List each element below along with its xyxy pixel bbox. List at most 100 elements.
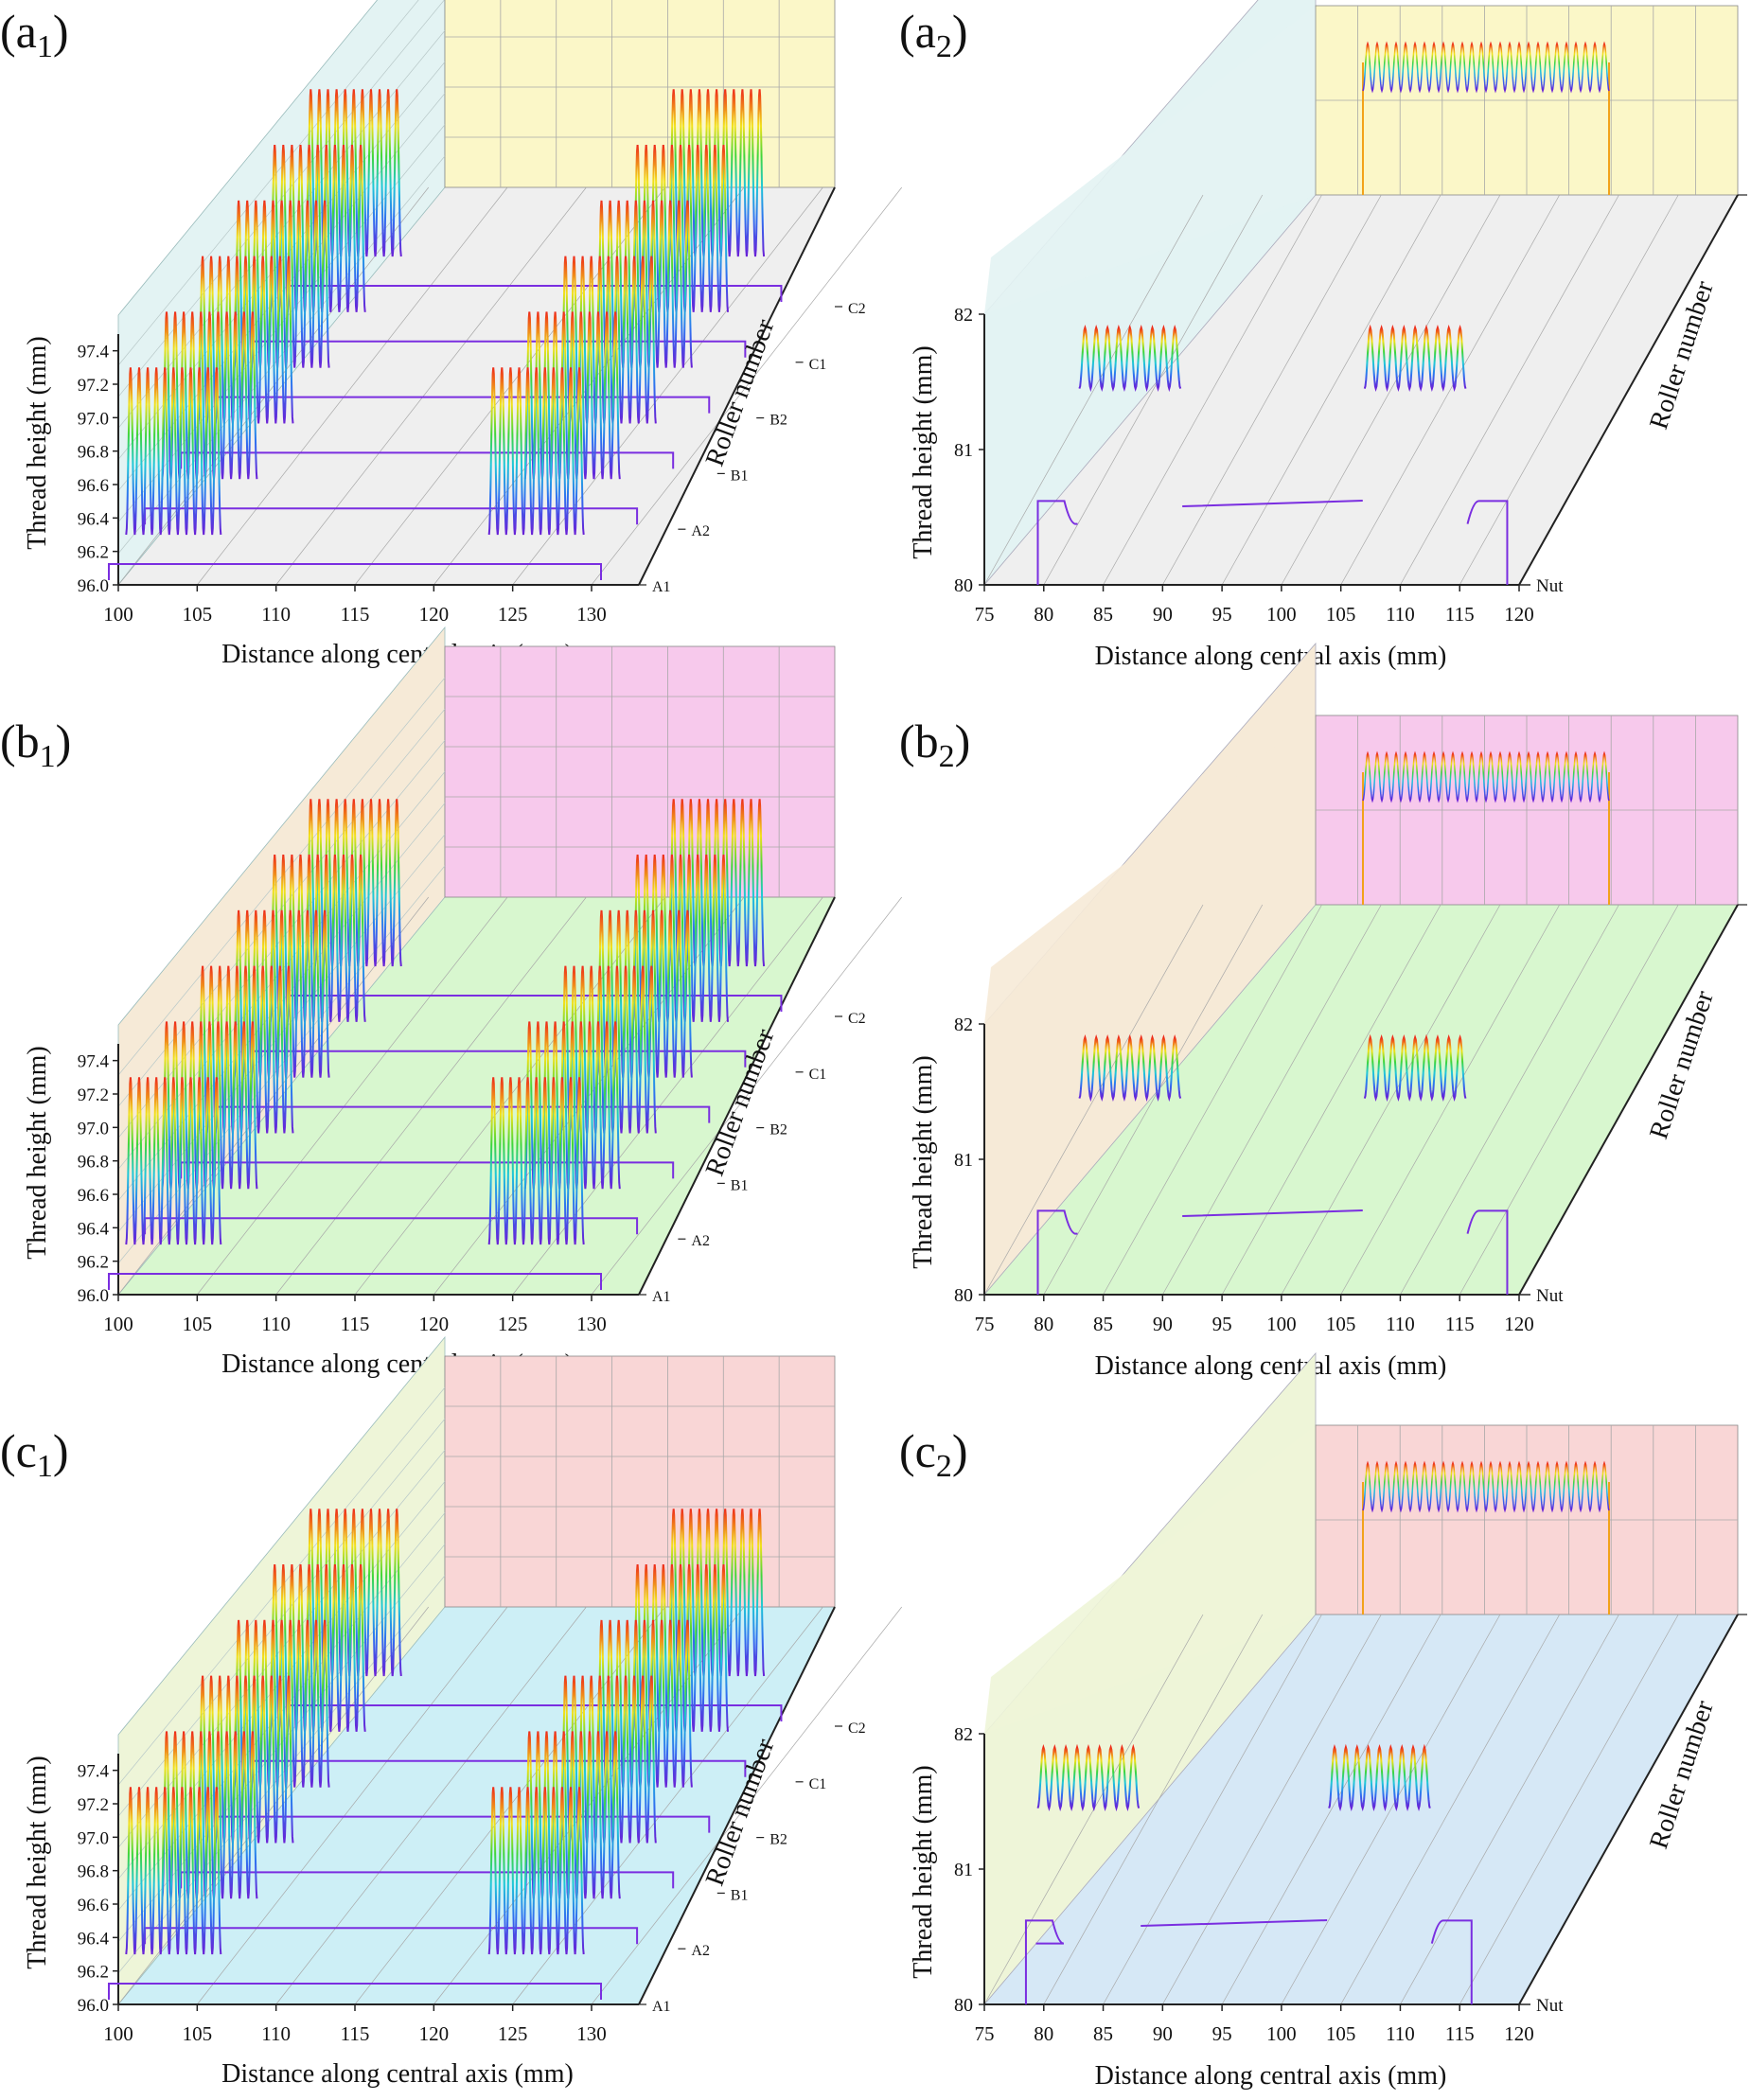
chart-a2: 8081827580859095100105110115120NutScrewD… xyxy=(899,0,1747,671)
z-tick-label: C2 xyxy=(848,1721,866,1737)
y-tick-label: 82 xyxy=(954,1015,973,1035)
series-thread-2 xyxy=(595,1619,693,1788)
z-tick-label: B1 xyxy=(731,1887,749,1903)
x-tick-label: 105 xyxy=(1326,2022,1356,2045)
floor-grid-line xyxy=(512,896,823,1296)
y-tick-label: 97.4 xyxy=(78,1052,110,1072)
panel-label-sub: 2 xyxy=(939,739,955,774)
series-thread-1 xyxy=(161,1731,258,1899)
z-tick-label: Nut xyxy=(1536,1286,1564,1306)
series-Screw xyxy=(1362,750,1610,905)
nut-baseline xyxy=(1024,1919,1473,2004)
series-thread-2 xyxy=(632,145,729,312)
x-tick-label: 110 xyxy=(261,1313,291,1335)
floor-grid-line xyxy=(1221,1614,1441,2005)
floor-grid-line xyxy=(1459,904,1679,1296)
panel-label: (b2) xyxy=(899,715,970,774)
x-tick-label: 85 xyxy=(1093,1313,1113,1335)
y-tick-label: 82 xyxy=(954,305,973,326)
series-thread-1 xyxy=(125,1787,222,1955)
series-Screw xyxy=(1362,1460,1610,1615)
series-thread-1 xyxy=(305,1509,402,1677)
panel-label-sub: 1 xyxy=(37,29,53,64)
floor-grid-line xyxy=(1340,1614,1560,2005)
floor-grid-line xyxy=(197,1606,508,2005)
series-baseline xyxy=(108,1983,602,2000)
series-baseline xyxy=(108,1273,602,1290)
floor-grid-line xyxy=(983,194,1204,586)
x-tick-label: 130 xyxy=(576,2022,607,2045)
x-tick-label: 85 xyxy=(1093,2022,1113,2045)
panel-label-close: ) xyxy=(53,5,69,58)
series-thread-2 xyxy=(632,1564,729,1732)
nut-thread-1 xyxy=(1078,324,1182,393)
y-tick-label: 80 xyxy=(954,575,973,596)
z-tick-label: A1 xyxy=(652,1289,671,1305)
x-tick-label: 80 xyxy=(1034,603,1053,626)
y-tick-label: 96.6 xyxy=(78,1896,109,1915)
x-tick-label: 115 xyxy=(1445,1313,1475,1335)
series-thread-2 xyxy=(559,965,657,1134)
y-tick-label: 96.0 xyxy=(78,1996,109,2016)
x-tick-label: 120 xyxy=(419,1313,450,1335)
x-tick-label: 100 xyxy=(1266,1313,1297,1335)
floor-grid-line xyxy=(591,1606,903,2005)
floor-grid-line xyxy=(1162,904,1382,1296)
y-axis-title: Thread height (mm) xyxy=(909,345,938,558)
x-tick-label: 125 xyxy=(498,2022,528,2045)
z-axis-line xyxy=(1518,1614,1739,2005)
series-A1 xyxy=(108,1077,602,1290)
nut-thread-2 xyxy=(1328,1743,1431,1812)
panel-label-main: (a xyxy=(0,5,37,58)
floor-grid-line xyxy=(1103,1614,1322,2005)
y-tick-label: 81 xyxy=(954,440,973,461)
x-tick-label: 125 xyxy=(498,1313,528,1335)
z-axis-line xyxy=(638,1606,836,2005)
floor-grid-line xyxy=(1400,904,1619,1296)
series-Screw xyxy=(1362,41,1610,195)
series-thread-2 xyxy=(523,311,621,480)
x-tick-label: 120 xyxy=(419,2022,450,2045)
floor-grid-line xyxy=(1221,194,1441,586)
floor-grid-line xyxy=(512,1606,823,2005)
series-thread-2 xyxy=(595,909,693,1078)
z-axis-line xyxy=(638,896,836,1296)
series-thread-1 xyxy=(197,965,294,1134)
x-tick-label: 120 xyxy=(1504,603,1534,626)
nut-thread-2 xyxy=(1363,1033,1467,1103)
y-tick-label: 96.6 xyxy=(78,476,109,496)
y-tick-label: 96.4 xyxy=(78,1219,110,1239)
x-tick-label: 90 xyxy=(1153,603,1173,626)
chart-c2: 8081827580859095100105110115120NutScrewD… xyxy=(899,1351,1747,2091)
floor-grid-line xyxy=(197,186,508,586)
y-tick-label: 96.0 xyxy=(78,576,109,596)
series-thread-1 xyxy=(161,311,258,480)
panel-label: (a1) xyxy=(0,5,69,64)
screw-edges xyxy=(1362,62,1610,195)
z-tick-label: C1 xyxy=(809,1776,827,1792)
floor-grid-line xyxy=(1340,194,1560,586)
panel-label-sub: 1 xyxy=(40,739,56,774)
floor-grid-line xyxy=(1281,194,1501,586)
x-tick-label: 120 xyxy=(419,603,450,626)
x-tick-label: 115 xyxy=(341,2022,370,2045)
floor-grid-line xyxy=(1400,194,1619,586)
panel-label-main: (b xyxy=(899,715,939,768)
y-axis-title: Thread height (mm) xyxy=(23,1046,52,1259)
x-tick-label: 115 xyxy=(1445,2022,1475,2045)
series-A1 xyxy=(108,1787,602,2000)
floor-grid-line xyxy=(591,186,903,586)
z-tick-label: C2 xyxy=(848,1011,866,1027)
floor-grid-line xyxy=(1043,1614,1264,2005)
panel-label-close: ) xyxy=(952,5,968,58)
series-thread-2 xyxy=(487,1077,585,1245)
x-tick-label: 120 xyxy=(1504,2022,1534,2045)
screw-edges xyxy=(1362,772,1610,905)
x-tick-label: 100 xyxy=(1266,603,1297,626)
z-tick-label: B2 xyxy=(769,1832,787,1848)
x-tick-label: 100 xyxy=(1266,2022,1297,2045)
nut-baseline xyxy=(1036,500,1509,585)
